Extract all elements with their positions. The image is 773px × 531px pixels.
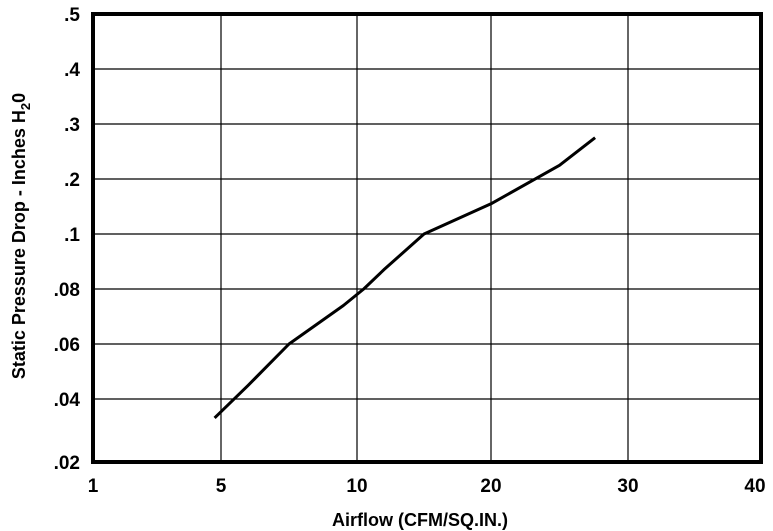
y-tick-label: .04	[54, 390, 81, 411]
x-axis-title: Airflow (CFM/SQ.IN.)	[332, 510, 508, 530]
x-tick-label: 10	[346, 476, 367, 497]
y-tick-label: .08	[54, 280, 80, 301]
series-line	[213, 136, 597, 419]
y-tick-label: .4	[64, 60, 80, 81]
y-axis-title-main: Static Pressure Drop - Inches H	[9, 110, 29, 379]
x-tick-label: 30	[617, 476, 638, 497]
x-tick-labels: 1 5 10 20 30 40	[88, 476, 766, 497]
y-tick-label: .5	[64, 5, 80, 26]
y-axis-title-suffix: 0	[9, 93, 29, 103]
y-tick-label: .3	[64, 115, 80, 136]
x-tick-label: 20	[480, 476, 501, 497]
y-axis-title: Static Pressure Drop - Inches H20	[9, 93, 33, 379]
x-tick-label: 5	[216, 476, 227, 497]
x-tick-label: 1	[88, 476, 99, 497]
y-tick-label: .02	[54, 453, 80, 474]
plot-frame	[91, 12, 763, 464]
y-tick-label: .1	[64, 225, 80, 246]
x-tick-label: 40	[744, 476, 765, 497]
y-tick-label: .06	[54, 335, 80, 356]
grid-lines	[93, 14, 761, 462]
y-axis-title-subscript: 2	[18, 103, 33, 110]
series-group	[213, 136, 597, 419]
y-tick-label: .2	[64, 170, 80, 191]
y-tick-labels: .5 .4 .3 .2 .1 .08 .06 .04 .02	[54, 5, 81, 474]
